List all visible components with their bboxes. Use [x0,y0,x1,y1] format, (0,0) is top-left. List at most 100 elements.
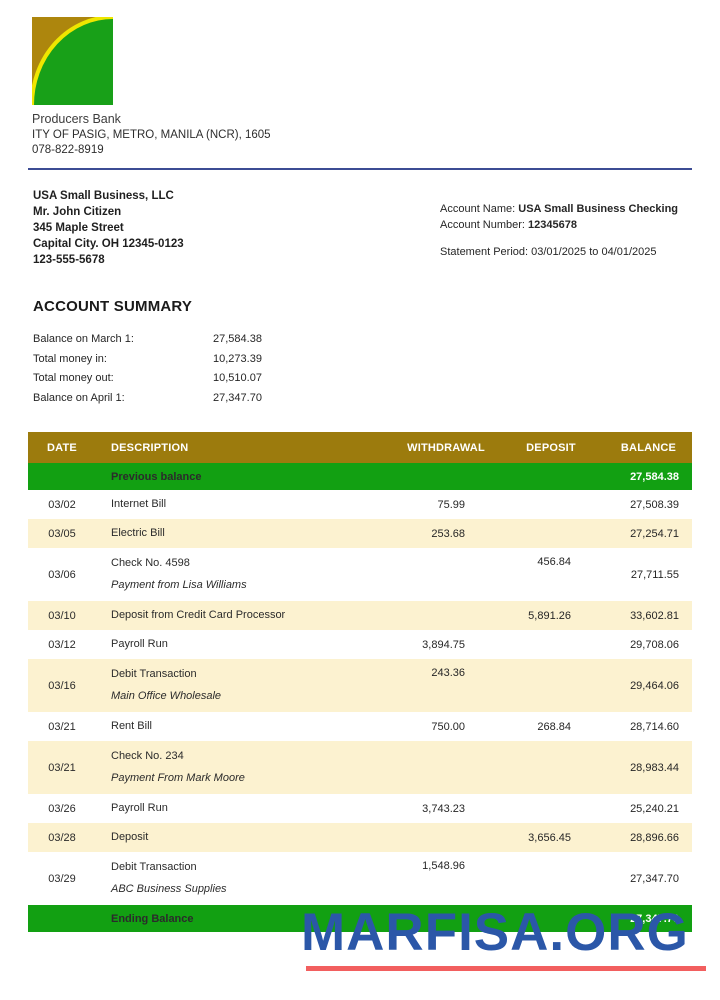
cell-balance: 27,347.70 [630,872,679,885]
account-name-value: USA Small Business Checking [518,203,679,215]
table-row: 03/10 Deposit from Credit Card Processor 5… [28,601,692,630]
description-line2: Payment From Mark Moore [111,772,245,784]
cell-description: Payroll Run [96,637,395,652]
description-line1: Deposit [111,831,149,843]
cell-withdrawal: 1,548.96 [422,860,465,872]
statement-period-line: Statement Period: 03/01/2025 to 04/01/20… [440,244,692,260]
cell-description: Ending Balance [111,912,194,925]
cell-withdrawal: 3,743.23 [422,802,465,815]
table-row-ending-balance: Ending Balance 27,347.70 [28,905,692,932]
table-row: 03/26 Payroll Run 3,743.23 25,240.21 [28,794,692,823]
cell-date: 03/26 [48,802,76,815]
cell-withdrawal [395,548,497,556]
cell-date: 03/06 [48,568,76,581]
cell-date: 03/12 [48,638,76,651]
cell-date: 03/21 [48,761,76,774]
cell-withdrawal: 3,894.75 [422,638,465,651]
account-name-label: Account Name: [440,203,519,215]
description-line2: ABC Business Supplies [111,883,227,895]
cell-date: 03/05 [48,527,76,540]
info-row: USA Small Business, LLC Mr. John Citizen… [0,170,720,268]
cell-description: Previous balance [111,470,202,483]
cell-balance: 28,896.66 [630,831,679,844]
transactions-table: DATE DESCRIPTION WITHDRAWAL DEPOSIT BALA… [28,432,692,932]
cell-deposit [497,659,605,667]
cell-balance: 27,711.55 [630,568,679,581]
summary-label: Balance on March 1: [33,333,134,345]
summary-value: 27,584.38 [213,333,262,345]
summary-row: Balance on April 1: 27,347.70 [33,389,692,409]
description-line2: Payment from Lisa Williams [111,579,247,591]
summary-row: Total money out: 10,510.07 [33,369,692,389]
table-row: 03/21 Rent Bill 750.00 268.84 28,714.60 [28,712,692,741]
bank-address: ITY OF PASIG, METRO, MANILA (NCR), 1605 [32,129,271,141]
cell-balance: 27,347.70 [630,912,679,925]
header-deposit: DEPOSIT [526,441,576,454]
cell-balance: 25,240.21 [630,802,679,815]
description-line1: Check No. 4598 [111,557,190,569]
header-withdrawal: WITHDRAWAL [407,441,485,454]
table-row: 03/16 Debit Transaction Main Office Wholes… [28,659,692,712]
cell-withdrawal: 75.99 [437,498,465,511]
summary-row: Balance on March 1: 27,584.38 [33,330,692,350]
cell-deposit: 5,891.26 [528,609,571,622]
cell-balance: 27,254.71 [630,527,679,540]
cell-withdrawal: 750.00 [431,720,465,733]
cell-deposit [497,741,605,749]
description-line1: Check No. 234 [111,750,184,762]
customer-address-block: USA Small Business, LLC Mr. John Citizen… [33,188,184,268]
account-name-line: Account Name: USA Small Business Checkin… [440,201,692,217]
summary-label: Balance on April 1: [33,391,125,404]
cell-withdrawal [395,741,497,749]
header-balance: BALANCE [620,441,677,454]
cell-date: 03/02 [48,498,76,511]
account-number-line: Account Number: 12345678 [440,217,692,233]
account-number-label: Account Number: [440,219,529,231]
cell-balance: 28,983.44 [630,761,679,774]
watermark-underline [306,966,706,971]
cell-deposit: 456.84 [537,556,571,568]
description-line1: Payroll Run [111,638,168,650]
header-date: DATE [47,441,77,454]
cell-description: Deposit [96,830,395,845]
table-row: 03/06 Check No. 4598 Payment from Lisa Wil… [28,548,692,601]
customer-name: USA Small Business, LLC [33,190,174,202]
account-number-value: 12345678 [528,219,577,231]
account-summary-title: ACCOUNT SUMMARY [33,298,193,315]
table-header-row: DATE DESCRIPTION WITHDRAWAL DEPOSIT BALA… [28,432,692,463]
cell-description: Payroll Run [96,801,395,816]
cell-description: Debit Transaction Main Office Wholesale [96,667,395,704]
customer-street: 345 Maple Street [33,222,124,234]
cell-description: Electric Bill [96,526,395,541]
summary-label: Total money in: [33,352,107,365]
cell-description: Check No. 234 Payment From Mark Moore [96,749,395,786]
bank-header: Producers Bank ITY OF PASIG, METRO, MANI… [0,0,720,156]
description-line1: Electric Bill [111,527,165,539]
cell-date: 03/21 [48,720,76,733]
customer-city: Capital City. OH 12345-0123 [33,238,184,250]
cell-description: Rent Bill [96,719,395,734]
cell-deposit: 268.84 [537,720,571,733]
cell-description: Deposit from Credit Card Processor [96,608,395,623]
cell-withdrawal: 243.36 [431,667,465,679]
account-summary-section: ACCOUNT SUMMARY Balance on March 1: 27,58… [0,268,720,408]
description-line1: Payroll Run [111,802,168,814]
cell-deposit [497,852,605,860]
cell-date: 03/28 [48,831,76,844]
table-row-previous-balance: Previous balance 27,584.38 [28,463,692,490]
summary-row: Total money in: 10,273.39 [33,350,692,370]
header-divider [28,168,692,170]
statement-period-value: 03/01/2025 to 04/01/2025 [531,246,657,258]
summary-value: 10,273.39 [213,352,262,365]
description-line1: Debit Transaction [111,668,197,680]
statement-period-label: Statement Period: [440,246,532,258]
table-row: 03/02 Internet Bill 75.99 27,508.39 [28,490,692,519]
description-line1: Deposit from Credit Card Processor [111,609,286,621]
table-row: 03/28 Deposit 3,656.45 28,896.66 [28,823,692,852]
cell-description: Debit Transaction ABC Business Supplies [96,860,395,897]
summary-label: Total money out: [33,372,114,384]
description-line2: Main Office Wholesale [111,690,222,702]
account-summary-rows: Balance on March 1: 27,584.38 Total money … [33,330,692,408]
table-row: 03/21 Check No. 234 Payment From Mark Moor… [28,741,692,794]
